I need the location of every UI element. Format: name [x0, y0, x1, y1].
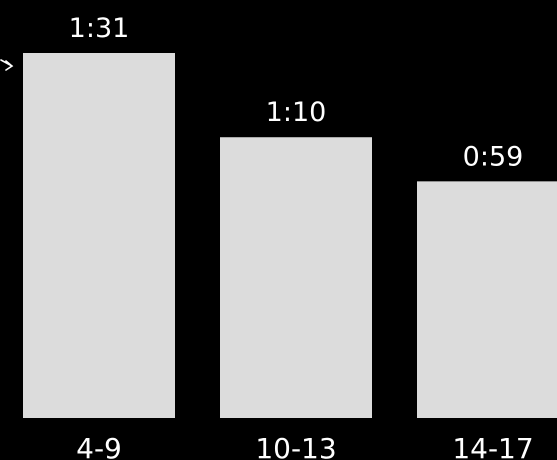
category-axis: 4-9 10-13 14-17 — [76, 432, 534, 460]
bar-14-17 — [417, 181, 557, 418]
bar-10-13 — [220, 137, 372, 418]
bars-group — [23, 53, 557, 418]
category-tick-label: 4-9 — [76, 432, 122, 460]
bar-4-9 — [23, 53, 175, 418]
arrow-icon — [0, 59, 14, 71]
category-tick-label: 10-13 — [255, 432, 336, 460]
value-labels-group: 1:31 1:10 0:59 — [69, 13, 524, 172]
bar-value-label: 0:59 — [463, 141, 524, 172]
bar-value-label: 1:31 — [69, 13, 130, 44]
category-tick-label: 14-17 — [452, 432, 533, 460]
bar-value-label: 1:10 — [266, 97, 327, 128]
